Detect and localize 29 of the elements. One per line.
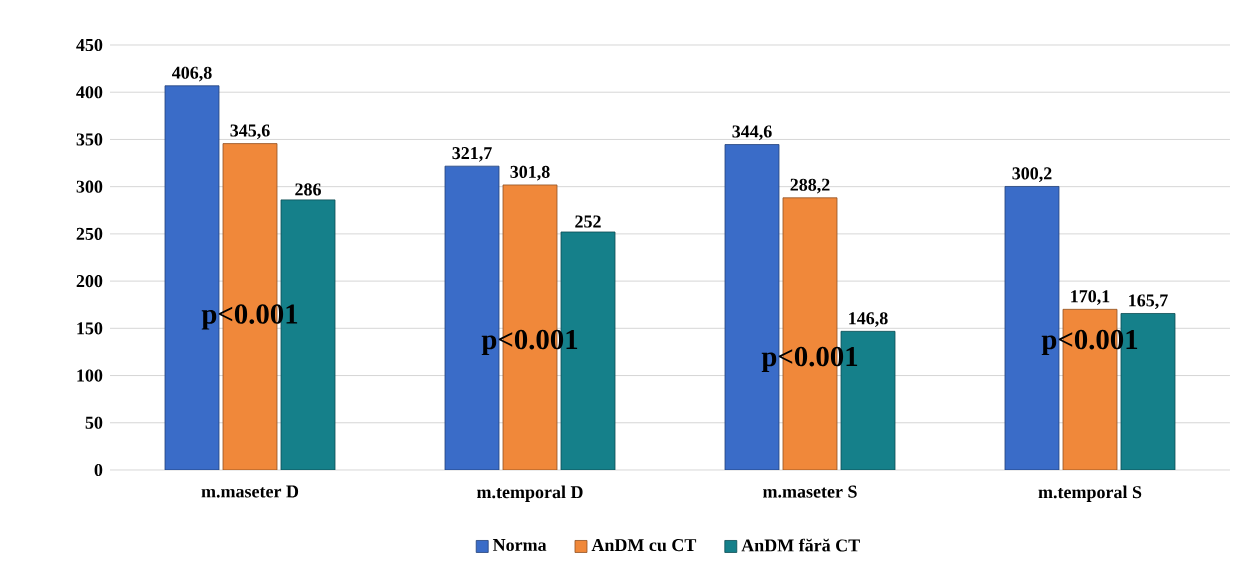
x-tick-label: m.maseter D: [201, 485, 299, 498]
data-label: 406,8: [172, 66, 212, 82]
y-tick-label: 100: [77, 369, 103, 382]
x-tick-label: m.temporal D: [476, 485, 583, 502]
y-tick-label: 50: [85, 416, 103, 429]
y-tick-label: 200: [76, 275, 103, 288]
x-tick-label: m.maseter S: [762, 485, 857, 498]
data-label: 252: [575, 215, 601, 228]
y-tick-label: 150: [77, 322, 103, 335]
x-tick-label: m.temporal S: [1038, 485, 1142, 502]
data-label: 146,8: [849, 312, 888, 327]
data-label: 286: [295, 183, 321, 196]
y-tick-label: 400: [76, 86, 103, 99]
data-label: 288,2: [790, 178, 830, 194]
legend-label: AnDM cu CT: [591, 539, 697, 552]
data-label: 165,7: [1129, 294, 1168, 310]
data-label: 301,8: [510, 165, 550, 181]
y-tick-label: 250: [76, 227, 103, 240]
data-label: 170,1: [1071, 290, 1110, 305]
legend-label: Norma: [492, 539, 547, 552]
y-tick-label: 0: [94, 463, 103, 477]
y-tick-label: 300: [76, 180, 103, 193]
y-tick-label: 350: [76, 133, 103, 146]
data-label: 345,6: [230, 124, 270, 140]
data-label: 300,2: [1012, 167, 1052, 183]
y-tick-label: 450: [76, 38, 103, 52]
data-label: 344,6: [732, 125, 772, 141]
legend-label: AnDM fără CT: [741, 538, 860, 552]
data-label: 321,7: [452, 147, 492, 162]
